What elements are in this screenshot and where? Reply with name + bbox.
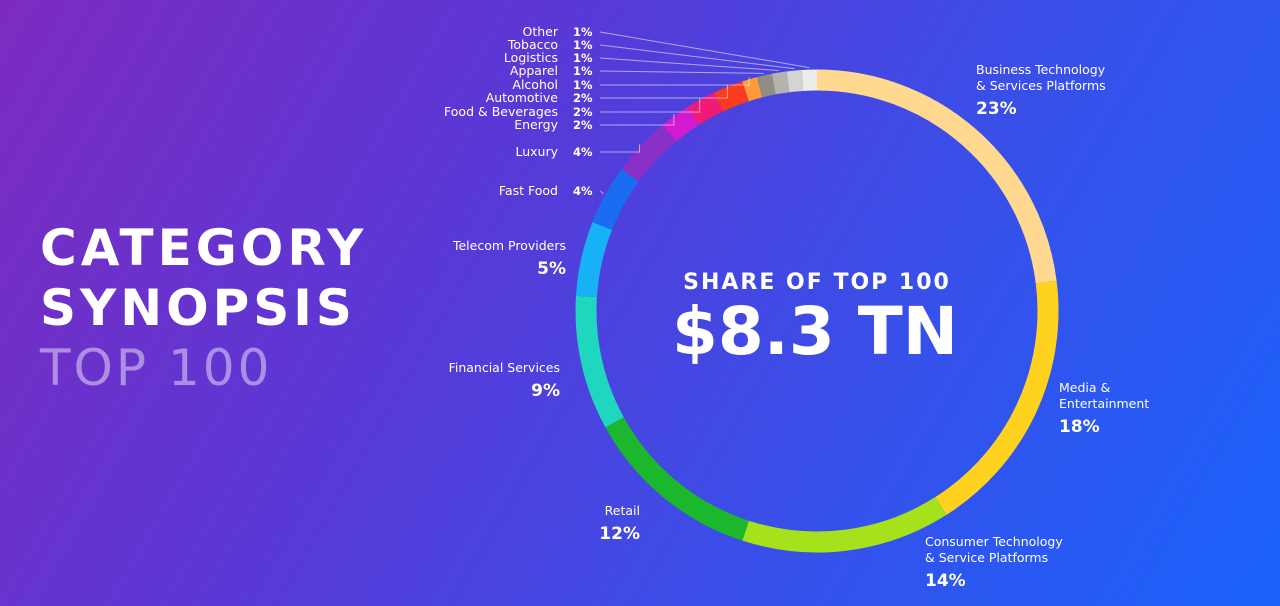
leader-line-food-and-beverages: [600, 97, 701, 113]
leader-line-other: [599, 31, 810, 69]
label-pct-alcohol: 1%: [573, 78, 593, 92]
slide-title: CATEGORY SYNOPSIS TOP 100: [40, 218, 367, 398]
center-total-value: $8.3 TN: [672, 293, 958, 370]
slice-luxury: [621, 124, 677, 182]
center-subtitle: SHARE OF TOP 100: [683, 270, 951, 295]
label-name-consumer-technology-and-service-platforms-line1: Consumer Technology: [925, 534, 1063, 549]
leader-line-fast-food: [599, 190, 604, 195]
label-pct-automotive: 2%: [573, 91, 593, 105]
label-name-financial-services: Financial Services: [449, 360, 560, 375]
label-name-tobacco: Tobacco: [507, 37, 558, 52]
leader-line-energy: [600, 114, 675, 126]
label-pct-media-and-entertainment: 18%: [1059, 417, 1100, 437]
title-line-category: CATEGORY: [40, 219, 368, 277]
label-pct-financial-services: 9%: [531, 381, 560, 401]
label-name-energy: Energy: [514, 117, 558, 132]
slice-automotive: [714, 81, 749, 112]
leader-line-luxury: [600, 144, 640, 153]
slice-logistics: [771, 71, 790, 95]
slice-energy: [663, 107, 699, 142]
label-name-food-and-beverages: Food & Beverages: [444, 104, 558, 119]
label-pct-consumer-technology-and-service-platforms: 14%: [925, 571, 966, 591]
label-name-apparel: Apparel: [510, 63, 558, 78]
slice-consumer-technology-and-service-platforms: [742, 497, 947, 553]
label-pct-fast-food: 4%: [573, 184, 593, 198]
leader-line-tobacco: [599, 44, 795, 70]
label-pct-business-technology-and-services-platforms: 23%: [976, 99, 1017, 119]
slice-food-and-beverages: [687, 92, 724, 125]
leader-line-automotive: [600, 84, 728, 99]
label-name-luxury: Luxury: [515, 144, 558, 159]
label-pct-energy: 2%: [573, 118, 593, 132]
slice-telecom-providers: [575, 222, 613, 298]
title-line-top100: TOP 100: [40, 339, 273, 397]
label-pct-luxury: 4%: [573, 145, 593, 159]
label-pct-apparel: 1%: [573, 64, 593, 78]
slice-financial-services: [575, 295, 624, 428]
label-name-other: Other: [523, 24, 559, 39]
label-name-business-technology-and-services-platforms-line1: Business Technology: [976, 62, 1106, 77]
label-name-telecom-providers: Telecom Providers: [452, 238, 566, 253]
label-pct-food-and-beverages: 2%: [573, 105, 593, 119]
leader-line-alcohol: [600, 77, 750, 86]
label-name-business-technology-and-services-platforms-line2: & Services Platforms: [976, 78, 1106, 93]
label-name-logistics: Logistics: [504, 50, 558, 65]
leader-lines: [599, 31, 810, 195]
label-name-consumer-technology-and-service-platforms-line2: & Service Platforms: [925, 550, 1048, 565]
label-name-alcohol: Alcohol: [512, 77, 558, 92]
slice-tobacco: [786, 69, 804, 93]
label-name-retail: Retail: [605, 503, 640, 518]
slice-retail: [605, 417, 749, 541]
slice-media-and-entertainment: [935, 280, 1059, 515]
label-name-media-and-entertainment-line1: Media &: [1059, 380, 1111, 395]
title-line-synopsis: SYNOPSIS: [40, 279, 356, 337]
slice-fast-food: [592, 169, 639, 231]
slice-apparel: [756, 73, 776, 98]
label-pct-logistics: 1%: [573, 51, 593, 65]
label-pct-other: 1%: [573, 25, 593, 39]
leader-line-apparel: [599, 70, 764, 74]
leader-line-logistics: [599, 57, 779, 71]
slice-alcohol: [742, 77, 763, 102]
label-name-automotive: Automotive: [486, 90, 559, 105]
label-name-media-and-entertainment-line2: Entertainment: [1059, 396, 1149, 411]
label-name-fast-food: Fast Food: [499, 183, 558, 198]
slice-labels: Business Technology& Services Platforms 2…: [444, 24, 1149, 591]
label-pct-tobacco: 1%: [573, 38, 593, 52]
donut-slices: [575, 69, 1059, 553]
label-pct-retail: 12%: [599, 524, 640, 544]
label-pct-telecom-providers: 5%: [537, 259, 566, 279]
slice-business-technology-and-services-platforms: [816, 69, 1057, 284]
